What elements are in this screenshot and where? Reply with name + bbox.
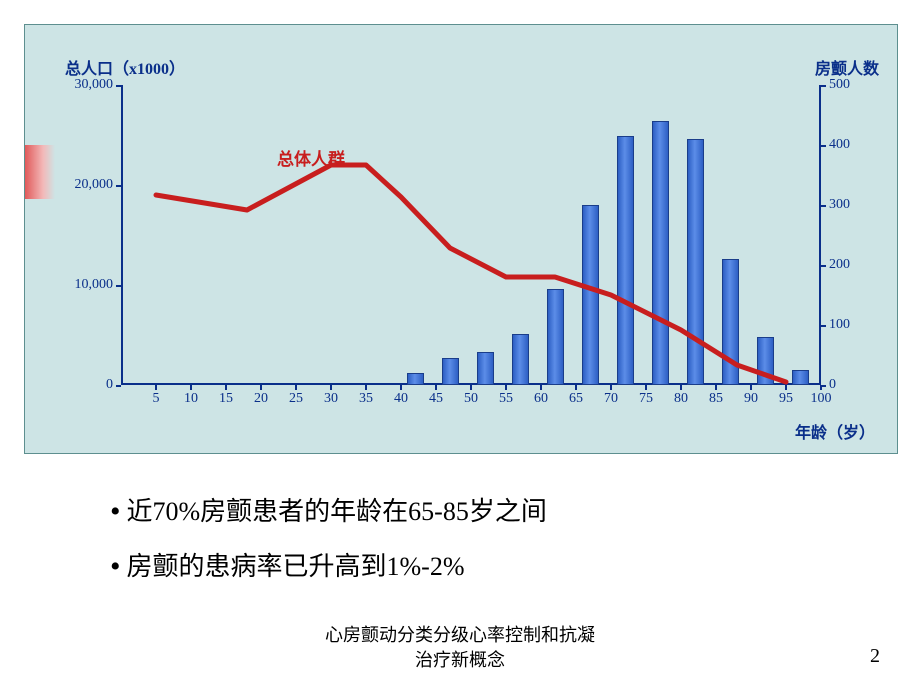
x-tick: 70 [604, 391, 618, 407]
bullet-text: 房颤的患病率已升高到1%-2% [127, 540, 465, 595]
page-number: 2 [870, 645, 880, 668]
tick-mark [575, 385, 577, 390]
x-tick: 30 [324, 391, 338, 407]
x-tick: 5 [153, 391, 160, 407]
y-right-tick: 200 [829, 257, 869, 273]
tick-mark [820, 385, 822, 390]
bullet-item: • 房颤的患病率已升高到1%-2% [110, 540, 547, 595]
x-tick: 25 [289, 391, 303, 407]
x-tick: 45 [429, 391, 443, 407]
x-tick: 75 [639, 391, 653, 407]
y-left-tick: 0 [63, 377, 113, 393]
bullet-item: • 近70%房颤患者的年龄在65-85岁之间 [110, 485, 547, 540]
x-tick: 65 [569, 391, 583, 407]
tick-mark [505, 385, 507, 390]
bullet-dot-icon: • [110, 485, 121, 539]
y-left-tick: 20,000 [63, 177, 113, 193]
y-left-tick: 30,000 [63, 77, 113, 93]
tick-mark [821, 85, 826, 87]
x-tick: 50 [464, 391, 478, 407]
x-tick: 100 [811, 391, 832, 407]
tick-mark [435, 385, 437, 390]
x-tick: 80 [674, 391, 688, 407]
tick-mark [225, 385, 227, 390]
x-tick: 60 [534, 391, 548, 407]
tick-mark [785, 385, 787, 390]
tick-mark [645, 385, 647, 390]
tick-mark [540, 385, 542, 390]
bullet-list: • 近70%房颤患者的年龄在65-85岁之间 • 房颤的患病率已升高到1%-2% [110, 485, 547, 594]
tick-mark [610, 385, 612, 390]
y-right-tick: 300 [829, 197, 869, 213]
tick-mark [470, 385, 472, 390]
footer-line: 治疗新概念 [0, 648, 920, 672]
footer-line: 心房颤动分类分级心率控制和抗凝 [0, 623, 920, 647]
y-right-tick: 100 [829, 317, 869, 333]
x-tick: 40 [394, 391, 408, 407]
bullet-text: 近70%房颤患者的年龄在65-85岁之间 [127, 485, 547, 540]
tick-mark [260, 385, 262, 390]
tick-mark [295, 385, 297, 390]
x-tick: 10 [184, 391, 198, 407]
x-tick: 90 [744, 391, 758, 407]
red-accent-tab [25, 145, 55, 199]
tick-mark [190, 385, 192, 390]
tick-mark [330, 385, 332, 390]
line-series [121, 85, 821, 385]
tick-mark [400, 385, 402, 390]
tick-mark [750, 385, 752, 390]
x-tick: 15 [219, 391, 233, 407]
x-axis-title: 年龄（岁） [795, 419, 875, 443]
y-right-tick: 500 [829, 77, 869, 93]
tick-mark [680, 385, 682, 390]
tick-mark [365, 385, 367, 390]
tick-mark [821, 205, 826, 207]
tick-mark [821, 325, 826, 327]
y-right-tick: 400 [829, 137, 869, 153]
y-right-axis-title: 房颤人数 [815, 55, 879, 79]
x-tick: 20 [254, 391, 268, 407]
bullet-dot-icon: • [110, 540, 121, 594]
x-tick: 55 [499, 391, 513, 407]
tick-mark [821, 265, 826, 267]
x-tick: 35 [359, 391, 373, 407]
tick-mark [155, 385, 157, 390]
y-left-axis-title: 总人口（x1000） [65, 55, 185, 79]
tick-mark [821, 145, 826, 147]
y-left-tick: 10,000 [63, 277, 113, 293]
tick-mark [116, 385, 121, 387]
chart-panel: 总人口（x1000） 房颤人数 年龄（岁） 总体人群 010,00020,000… [24, 24, 898, 454]
y-right-tick: 0 [829, 377, 869, 393]
tick-mark [715, 385, 717, 390]
slide-footer: 心房颤动分类分级心率控制和抗凝 治疗新概念 [0, 623, 920, 672]
plot-area: 010,00020,00030,000010020030040050051015… [121, 85, 821, 385]
x-tick: 95 [779, 391, 793, 407]
x-tick: 85 [709, 391, 723, 407]
